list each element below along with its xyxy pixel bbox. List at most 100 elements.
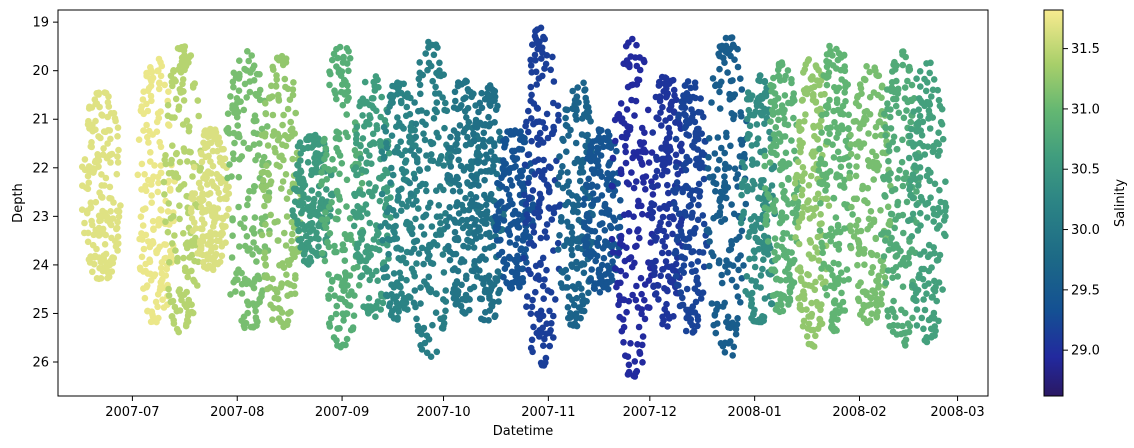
scatter-point [454,291,462,298]
scatter-point [810,254,817,262]
scatter-point [913,120,921,128]
scatter-point [806,215,814,222]
scatter-point [714,166,721,173]
scatter-point [525,179,532,187]
scatter-point [804,206,812,213]
scatter-point [605,143,612,150]
scatter-point [721,59,728,66]
scatter-point [456,188,464,195]
scatter-point [796,118,803,126]
scatter-point [455,210,463,217]
scatter-point [591,280,599,287]
scatter-point [315,190,322,198]
scatter-point [538,171,546,178]
scatter-point [586,148,594,156]
scatter-point [362,257,370,265]
scatter-point [114,153,121,160]
scatter-point [751,227,758,235]
scatter-point [394,244,402,252]
scatter-point-cluster [492,127,537,292]
scatter-point [593,137,600,144]
scatter-point [615,301,622,309]
scatter-point [462,275,470,283]
scatter-point [540,295,547,303]
colorbar [1043,9,1064,397]
scatter-point [700,220,708,228]
scatter-point [825,264,832,271]
scatter-point [277,318,285,326]
scatter-point [115,240,122,247]
scatter-point [775,72,783,80]
scatter-point [641,281,649,288]
scatter-point-cluster [815,42,856,335]
scatter-point [179,76,187,83]
scatter-point [332,310,340,318]
scatter-point [539,119,547,126]
scatter-point [624,83,632,91]
scatter-point [875,282,883,289]
scatter-point [272,83,280,90]
scatter-point [678,301,686,309]
scatter-point [250,278,258,286]
scatter-point [710,252,717,260]
scatter-point [367,303,374,310]
scatter-point [352,213,360,220]
scatter-point [446,204,454,211]
scatter-point [893,62,900,69]
scatter-point [434,44,441,51]
scatter-point [666,129,673,137]
scatter-point [940,230,948,238]
scatter-point [856,125,863,132]
scatter-point [834,223,842,230]
scatter-point [312,165,320,172]
scatter-point [480,316,488,324]
scatter-point [463,114,470,121]
scatter-point [588,266,595,273]
scatter-point [147,92,155,100]
scatter-point [190,163,198,171]
scatter-point [740,208,747,216]
scatter-point [166,185,174,193]
scatter-point [359,95,367,102]
scatter-point [447,133,454,141]
scatter-point [830,284,838,292]
scatter-point [688,214,695,221]
scatter-point [340,317,347,324]
scatter-point [583,98,590,106]
scatter-point [487,190,495,198]
scatter-point [147,158,154,165]
scatter-point [345,67,352,75]
scatter-point [600,254,608,262]
scatter-point [166,259,173,266]
scatter-point [850,233,858,240]
scatter-point [771,267,779,275]
scatter-point [158,270,166,277]
scatter-point [817,274,824,281]
scatter-point [450,104,458,111]
scatter-point [749,161,756,168]
scatter-point [887,106,894,113]
scatter-point [389,171,397,179]
scatter-point [104,113,111,121]
scatter-point [903,198,911,206]
scatter-point [548,216,556,223]
scatter-point [213,237,221,245]
scatter-point [323,216,331,223]
scatter-point [550,123,557,131]
scatter-point [585,175,592,183]
scatter-point [555,111,562,119]
scatter-point [872,152,880,160]
scatter-point [245,57,252,65]
scatter-point [728,276,736,284]
scatter-point [167,160,175,167]
scatter-point [139,96,147,103]
scatter-point [343,335,351,343]
scatter-point [197,149,205,157]
scatter-point [322,145,330,152]
scatter-point [333,95,340,103]
scatter-point [284,133,291,141]
scatter-point [727,77,735,85]
scatter-point [474,119,482,127]
scatter-point [204,168,212,175]
scatter-point [285,261,293,269]
